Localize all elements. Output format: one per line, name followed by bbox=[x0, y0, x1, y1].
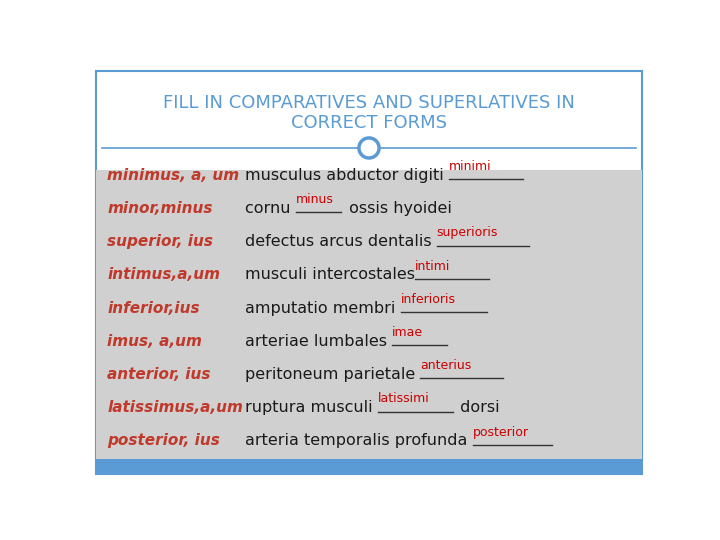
Text: posterior, ius: posterior, ius bbox=[107, 434, 220, 448]
Text: minimi: minimi bbox=[449, 160, 492, 173]
Text: intimi: intimi bbox=[415, 260, 451, 273]
Text: arteriae lumbales: arteriae lumbales bbox=[245, 334, 392, 349]
Text: ossis hyoidei: ossis hyoidei bbox=[343, 201, 451, 216]
Text: minus: minus bbox=[296, 193, 333, 206]
Text: intimus,a,um: intimus,a,um bbox=[107, 267, 220, 282]
Text: FILL IN COMPARATIVES AND SUPERLATIVES IN: FILL IN COMPARATIVES AND SUPERLATIVES IN bbox=[163, 94, 575, 112]
Text: minor,minus: minor,minus bbox=[107, 201, 212, 216]
Text: imus, a,um: imus, a,um bbox=[107, 334, 202, 349]
Text: latissimi: latissimi bbox=[378, 393, 430, 406]
Text: peritoneum parietale: peritoneum parietale bbox=[245, 367, 420, 382]
Text: arteria temporalis profunda: arteria temporalis profunda bbox=[245, 434, 472, 448]
Text: dorsi: dorsi bbox=[455, 400, 500, 415]
FancyBboxPatch shape bbox=[96, 71, 642, 475]
Text: latissimus,a,um: latissimus,a,um bbox=[107, 400, 243, 415]
FancyBboxPatch shape bbox=[96, 170, 642, 475]
Text: amputatio membri: amputatio membri bbox=[245, 301, 400, 315]
Text: inferior,ius: inferior,ius bbox=[107, 301, 199, 315]
Text: defectus arcus dentalis: defectus arcus dentalis bbox=[245, 234, 437, 249]
Text: anterior, ius: anterior, ius bbox=[107, 367, 210, 382]
Text: superioris: superioris bbox=[437, 226, 498, 239]
Text: posterior: posterior bbox=[472, 426, 528, 438]
Text: musculus abductor digiti: musculus abductor digiti bbox=[245, 168, 449, 183]
Text: minimus, a, um: minimus, a, um bbox=[107, 168, 239, 183]
Text: inferioris: inferioris bbox=[400, 293, 456, 306]
Text: musculi intercostales: musculi intercostales bbox=[245, 267, 415, 282]
Text: cornu: cornu bbox=[245, 201, 296, 216]
Text: imae: imae bbox=[392, 326, 423, 339]
Text: superior, ius: superior, ius bbox=[107, 234, 213, 249]
Text: CORRECT FORMS: CORRECT FORMS bbox=[291, 113, 447, 132]
FancyBboxPatch shape bbox=[96, 459, 642, 475]
Text: anterius: anterius bbox=[420, 359, 472, 372]
Text: ruptura musculi: ruptura musculi bbox=[245, 400, 378, 415]
